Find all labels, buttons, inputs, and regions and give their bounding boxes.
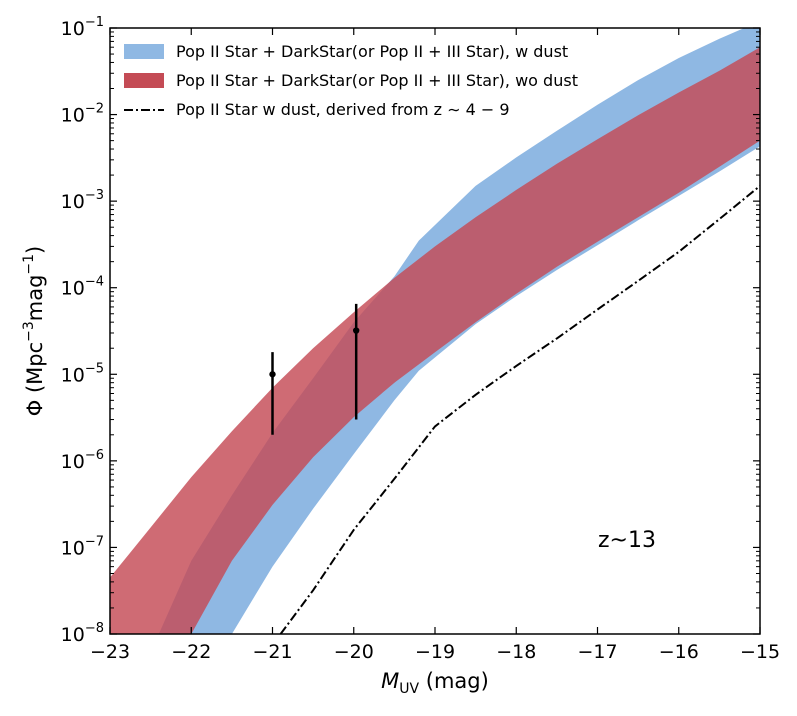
x-tick-label: −20 xyxy=(334,641,374,663)
legend-swatch-wo-dust xyxy=(124,73,164,88)
line-series-2 xyxy=(279,185,760,634)
y-tick-base: 10 xyxy=(61,624,85,646)
y-tick-base: 10 xyxy=(61,537,85,559)
y-axis-ticks: 10−810−710−610−510−410−310−210−1 xyxy=(61,15,760,646)
x-tick-label: −18 xyxy=(496,641,536,663)
y-tick-exponent: −4 xyxy=(85,275,104,290)
x-axis-ticks: −23 −22 −21 −20 −19 −18 −17 −16 −15 xyxy=(90,28,780,663)
data-point-marker xyxy=(269,371,276,378)
x-tick-label: −16 xyxy=(659,641,699,663)
data-points-layer xyxy=(269,303,360,435)
y-tick-base: 10 xyxy=(61,191,85,213)
x-axis-label: MUV (mag) xyxy=(381,669,489,697)
y-axis-label-mid: mag xyxy=(23,275,47,322)
x-tick-label: −17 xyxy=(577,641,617,663)
lines-layer xyxy=(279,185,760,634)
y-tick-exponent: −1 xyxy=(85,15,104,30)
x-axis-label-main: M xyxy=(381,669,399,693)
x-tick-label: −21 xyxy=(252,641,292,663)
y-tick-exponent: −7 xyxy=(85,534,104,549)
x-axis-label-unit: (mag) xyxy=(419,669,489,693)
legend-label-w-dust: Pop II Star + DarkStar(or Pop II + III S… xyxy=(176,42,568,61)
redshift-annotation: z~13 xyxy=(598,528,656,553)
band-series-1 xyxy=(110,47,760,634)
y-tick-label: 10−5 xyxy=(61,361,104,386)
y-axis-label-sup2: −1 xyxy=(21,254,37,275)
x-tick-label: −23 xyxy=(90,641,130,663)
legend-label-wo-dust: Pop II Star + DarkStar(or Pop II + III S… xyxy=(176,71,578,90)
bands-layer xyxy=(110,28,760,634)
y-tick-label: 10−8 xyxy=(61,621,104,646)
y-axis-label-pre: Φ (Mpc xyxy=(23,342,47,416)
y-tick-label: 10−7 xyxy=(61,534,104,559)
y-tick-label: 10−4 xyxy=(61,275,104,300)
y-tick-exponent: −5 xyxy=(85,361,104,376)
x-tick-label: −19 xyxy=(415,641,455,663)
x-tick-label: −22 xyxy=(171,641,211,663)
y-tick-exponent: −3 xyxy=(85,188,104,203)
y-tick-base: 10 xyxy=(61,364,85,386)
y-tick-label: 10−6 xyxy=(61,448,104,473)
y-tick-base: 10 xyxy=(61,105,85,127)
y-axis-label: Φ (Mpc−3mag−1) xyxy=(21,246,47,417)
legend-swatch-w-dust xyxy=(124,44,164,59)
x-tick-label: −15 xyxy=(740,641,780,663)
y-tick-exponent: −2 xyxy=(85,102,104,117)
y-tick-exponent: −6 xyxy=(85,448,104,463)
y-tick-label: 10−3 xyxy=(61,188,104,213)
y-tick-base: 10 xyxy=(61,18,85,40)
y-tick-base: 10 xyxy=(61,451,85,473)
y-axis-label-sup1: −3 xyxy=(21,321,37,342)
x-axis-label-sub: UV xyxy=(399,681,419,697)
data-point-0 xyxy=(269,352,276,435)
legend: Pop II Star + DarkStar(or Pop II + III S… xyxy=(124,42,578,119)
y-axis-label-post: ) xyxy=(23,246,47,254)
legend-label-derived: Pop II Star w dust, derived from z ∼ 4 −… xyxy=(176,100,510,119)
y-tick-exponent: −8 xyxy=(85,621,104,636)
y-tick-label: 10−1 xyxy=(61,15,104,40)
y-tick-label: 10−2 xyxy=(61,102,104,127)
y-tick-base: 10 xyxy=(61,278,85,300)
data-point-1 xyxy=(352,303,360,420)
data-point-marker xyxy=(352,327,360,334)
